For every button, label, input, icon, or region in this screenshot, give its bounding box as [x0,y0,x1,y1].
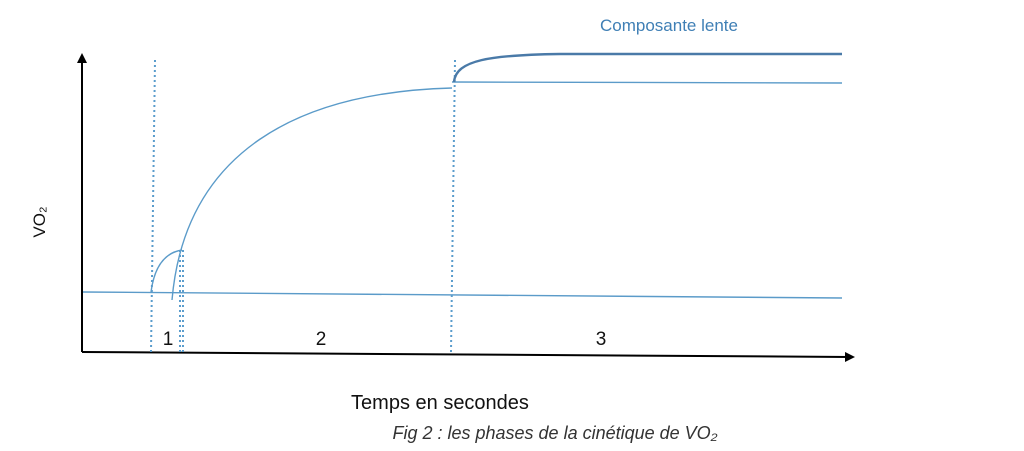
x-axis [81,351,855,362]
y-axis-label: VO₂ [30,206,49,237]
steady-state-line [451,81,843,84]
phase-label-2: 2 [316,329,327,350]
phase-1-curve [150,249,183,293]
baseline-line [82,291,843,299]
phase-divider-3 [450,59,456,353]
phase-2-curve [171,87,453,301]
x-axis-label: Temps en secondes [351,392,529,414]
slow-component-curve [452,52,842,83]
figure-caption: Fig 2 : les phases de la cinétique de VO… [392,423,717,443]
phase-label-3: 3 [596,329,607,350]
phase-label-1: 1 [163,329,174,350]
phase-divider-1 [150,59,156,353]
slow-component-label: Composante lente [600,16,738,35]
